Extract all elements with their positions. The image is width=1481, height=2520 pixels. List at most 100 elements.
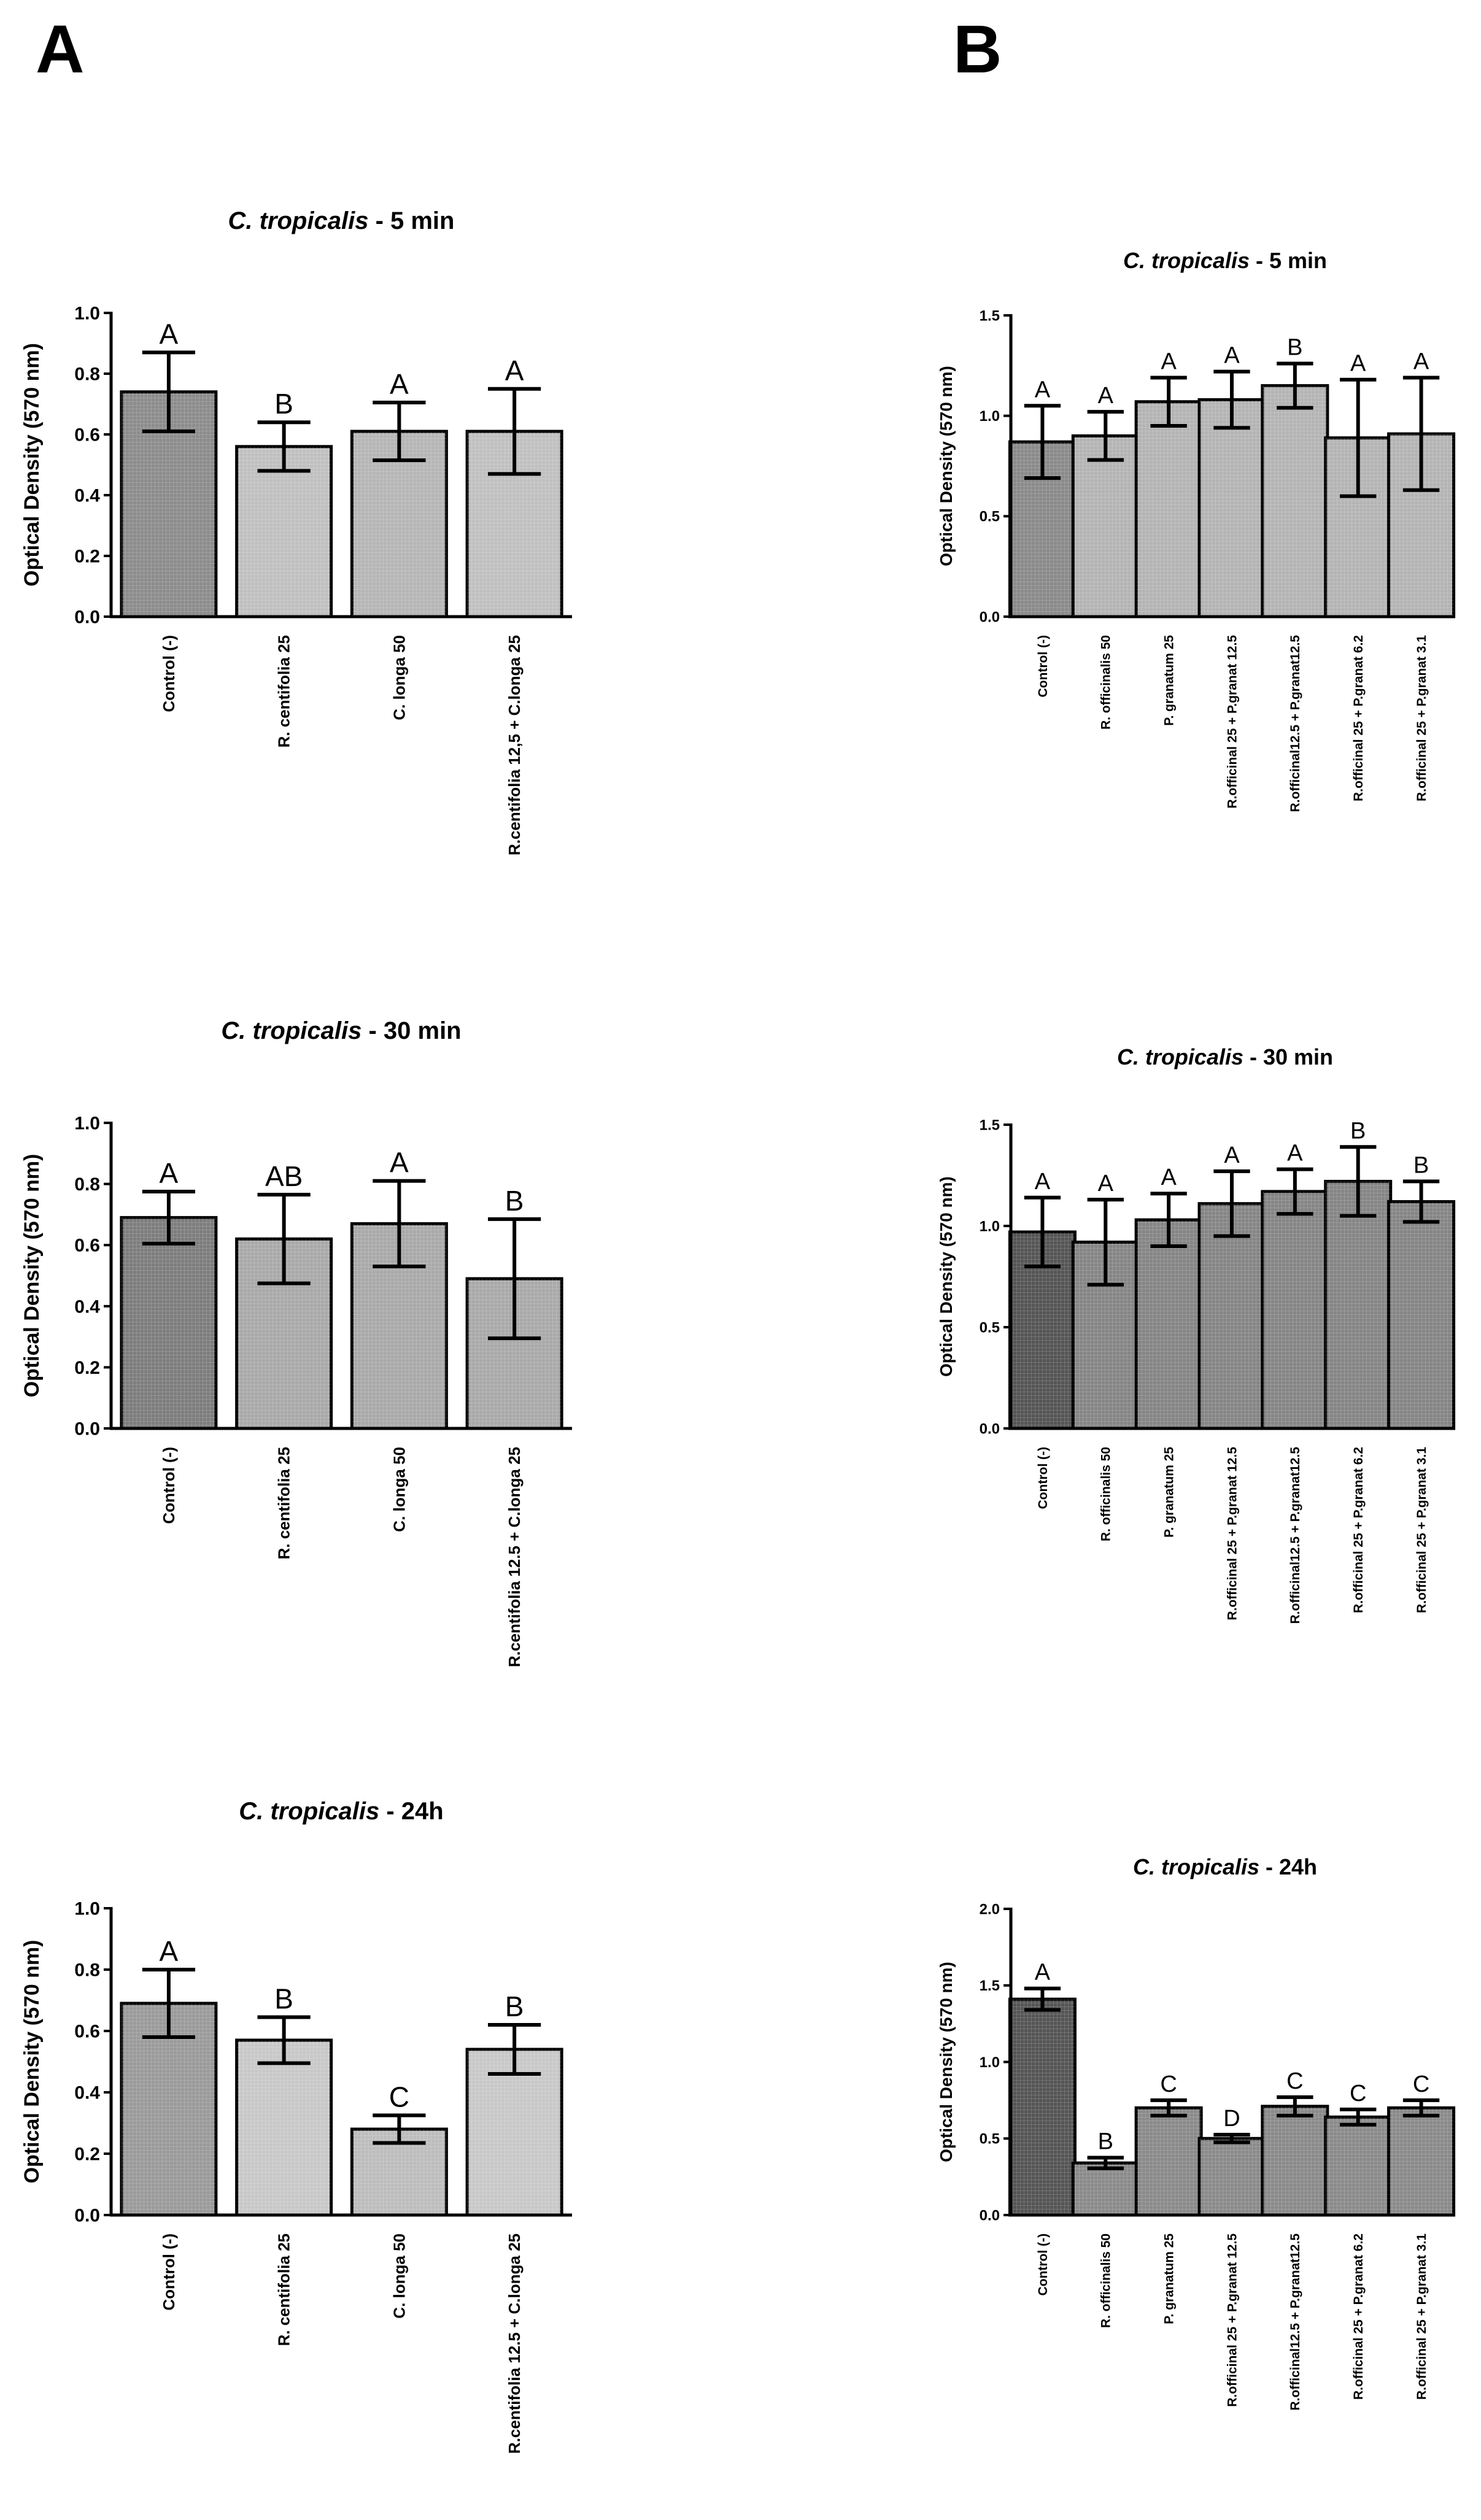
x-tick-label: P. granatum 25	[1162, 1447, 1176, 1538]
chart-title: C. tropicalis - 24h	[239, 1798, 443, 1825]
significance-letter: C	[1350, 2081, 1366, 2106]
x-tick-label: R.officinal12.5 + P.granat12.5	[1288, 635, 1302, 812]
y-tick-label: 0.0	[980, 1420, 1000, 1437]
significance-letter: A	[1098, 1171, 1114, 1196]
y-tick-label: 0.8	[74, 364, 100, 385]
chart-title: C. tropicalis - 5 min	[228, 207, 455, 234]
y-tick-label: 2.0	[980, 1901, 1000, 1917]
significance-letter: B	[1350, 1118, 1366, 1144]
y-tick-label: 0.0	[980, 609, 1000, 625]
y-tick-label: 0.5	[980, 2131, 1000, 2148]
chart-title-species: C. tropicalis	[1123, 248, 1250, 273]
bar-texture	[236, 446, 331, 617]
significance-letter: B	[505, 1990, 524, 2022]
chart-title: C. tropicalis - 30 min	[1117, 1044, 1333, 1069]
significance-letter: A	[1035, 1169, 1051, 1195]
y-tick-label: 0.6	[74, 1236, 100, 1256]
bar-texture	[1010, 1999, 1075, 2215]
y-tick-label: 0.0	[74, 1419, 100, 1439]
significance-letter: A	[505, 355, 524, 387]
y-tick-label: 0.2	[74, 1358, 100, 1378]
significance-letter: A	[1161, 1165, 1177, 1190]
significance-letter: A	[390, 368, 409, 400]
chart-2: C. tropicalis - 5 min Optical Density (57…	[937, 248, 1456, 812]
chart-title-time: - 30 min	[362, 1017, 461, 1044]
bar-texture	[1325, 1181, 1391, 1428]
significance-letter: AB	[265, 1160, 303, 1192]
x-tick-label: C. longa 50	[390, 635, 408, 720]
x-tick-label: R.officinal 25 + P.granat 3.1	[1415, 1447, 1429, 1613]
y-tick-label: 0.2	[74, 2144, 100, 2165]
bar-texture	[1262, 385, 1328, 617]
bar-texture	[236, 2040, 331, 2215]
significance-letter: A	[160, 1157, 179, 1189]
chart-title-time: - 5 min	[1250, 248, 1327, 273]
y-axis-label: Optical Density (570 nm)	[20, 343, 44, 587]
bar-texture	[1262, 2106, 1328, 2215]
significance-letter: A	[1035, 1960, 1051, 1986]
significance-letter: B	[505, 1185, 524, 1217]
y-tick-label: 1.5	[980, 1117, 1000, 1133]
x-tick-label: R.officinal 25 + P.granat 6.2	[1351, 2233, 1366, 2400]
significance-letter: A	[160, 1935, 179, 1967]
y-tick-label: 0.4	[74, 486, 100, 506]
chart-5: C. tropicalis - 24h Optical Density (570 …	[20, 1798, 572, 2454]
panel-label-b: B	[953, 12, 1002, 87]
x-tick-label: R. centifolia 25	[275, 2233, 293, 2346]
x-tick-label: R.officinal 25 + P.granat 6.2	[1351, 1447, 1366, 1613]
bar-texture	[121, 1217, 216, 1428]
bar-texture	[1199, 1203, 1264, 1428]
chart-title-time: - 24h	[1259, 1854, 1317, 1879]
bar-texture	[1073, 436, 1139, 617]
significance-letter: B	[1098, 2129, 1113, 2154]
y-axis-label: Optical Density (570 nm)	[937, 366, 956, 566]
charts-container: C. tropicalis - 5 min Optical Density (57…	[20, 207, 1456, 2454]
y-tick-label: 0.6	[74, 425, 100, 445]
y-tick-label: 1.0	[74, 1114, 100, 1134]
significance-letter: C	[389, 2081, 409, 2113]
y-axis-label: Optical Density (570 nm)	[937, 1962, 956, 2162]
x-tick-label: R.officinal 25 + P.granat 12.5	[1225, 1447, 1239, 1620]
x-tick-label: R.officinal 25 + P.granat 3.1	[1415, 2233, 1429, 2400]
significance-letter: A	[1035, 377, 1051, 403]
y-tick-label: 1.0	[980, 2054, 1000, 2071]
chart-title-species: C. tropicalis	[1133, 1854, 1259, 1879]
chart-title-time: - 24h	[379, 1798, 443, 1825]
significance-letter: C	[1286, 2068, 1303, 2094]
x-tick-label: C. longa 50	[390, 2233, 408, 2319]
chart-1: C. tropicalis - 5 min Optical Density (57…	[20, 207, 572, 855]
chart-title-time: - 30 min	[1243, 1044, 1333, 1069]
x-tick-label: R. centifolia 25	[275, 1447, 293, 1560]
x-tick-label: C. longa 50	[390, 1447, 408, 1532]
chart-6: C. tropicalis - 24h Optical Density (570 …	[937, 1854, 1456, 2411]
x-tick-label: R.centifolia 12,5 + C.longa 25	[505, 635, 524, 855]
x-tick-label: R. centifolia 25	[275, 635, 293, 748]
x-tick-label: Control (-)	[1036, 1447, 1050, 1509]
x-tick-label: Control (-)	[160, 2233, 178, 2311]
significance-letter: A	[1224, 1142, 1240, 1168]
x-tick-label: R.centifolia 12.5 + C.longa 25	[505, 1447, 524, 1667]
x-tick-label: P. granatum 25	[1162, 635, 1176, 726]
bar-texture	[1199, 2138, 1264, 2215]
x-tick-label: Control (-)	[1036, 635, 1050, 697]
y-tick-label: 0.5	[980, 509, 1000, 525]
significance-letter: C	[1160, 2071, 1177, 2097]
significance-letter: B	[1413, 1152, 1429, 1178]
chart-title-species: C. tropicalis	[228, 207, 369, 234]
bar-texture	[467, 2049, 562, 2215]
x-tick-label: R.officinal12.5 + P.granat12.5	[1288, 1447, 1302, 1624]
y-tick-label: 1.0	[980, 408, 1000, 425]
significance-letter: B	[274, 388, 293, 420]
significance-letter: A	[1287, 1141, 1303, 1166]
x-tick-label: R.officinal 25 + P.granat 6.2	[1351, 635, 1366, 801]
chart-3: C. tropicalis - 30 min Optical Density (5…	[20, 1017, 572, 1667]
x-tick-label: R.officinal 25 + P.granat 12.5	[1225, 2233, 1239, 2407]
x-tick-label: R.officinal 25 + P.granat 12.5	[1225, 635, 1239, 809]
chart-title-species: C. tropicalis	[1117, 1044, 1243, 1069]
chart-title-species: C. tropicalis	[239, 1798, 379, 1825]
x-tick-label: R.officinal 25 + P.granat 3.1	[1415, 635, 1429, 801]
x-tick-label: R.centifolia 12.5 + C.longa 25	[505, 2233, 524, 2454]
y-tick-label: 0.0	[980, 2207, 1000, 2224]
x-tick-label: Control (-)	[160, 1447, 178, 1524]
